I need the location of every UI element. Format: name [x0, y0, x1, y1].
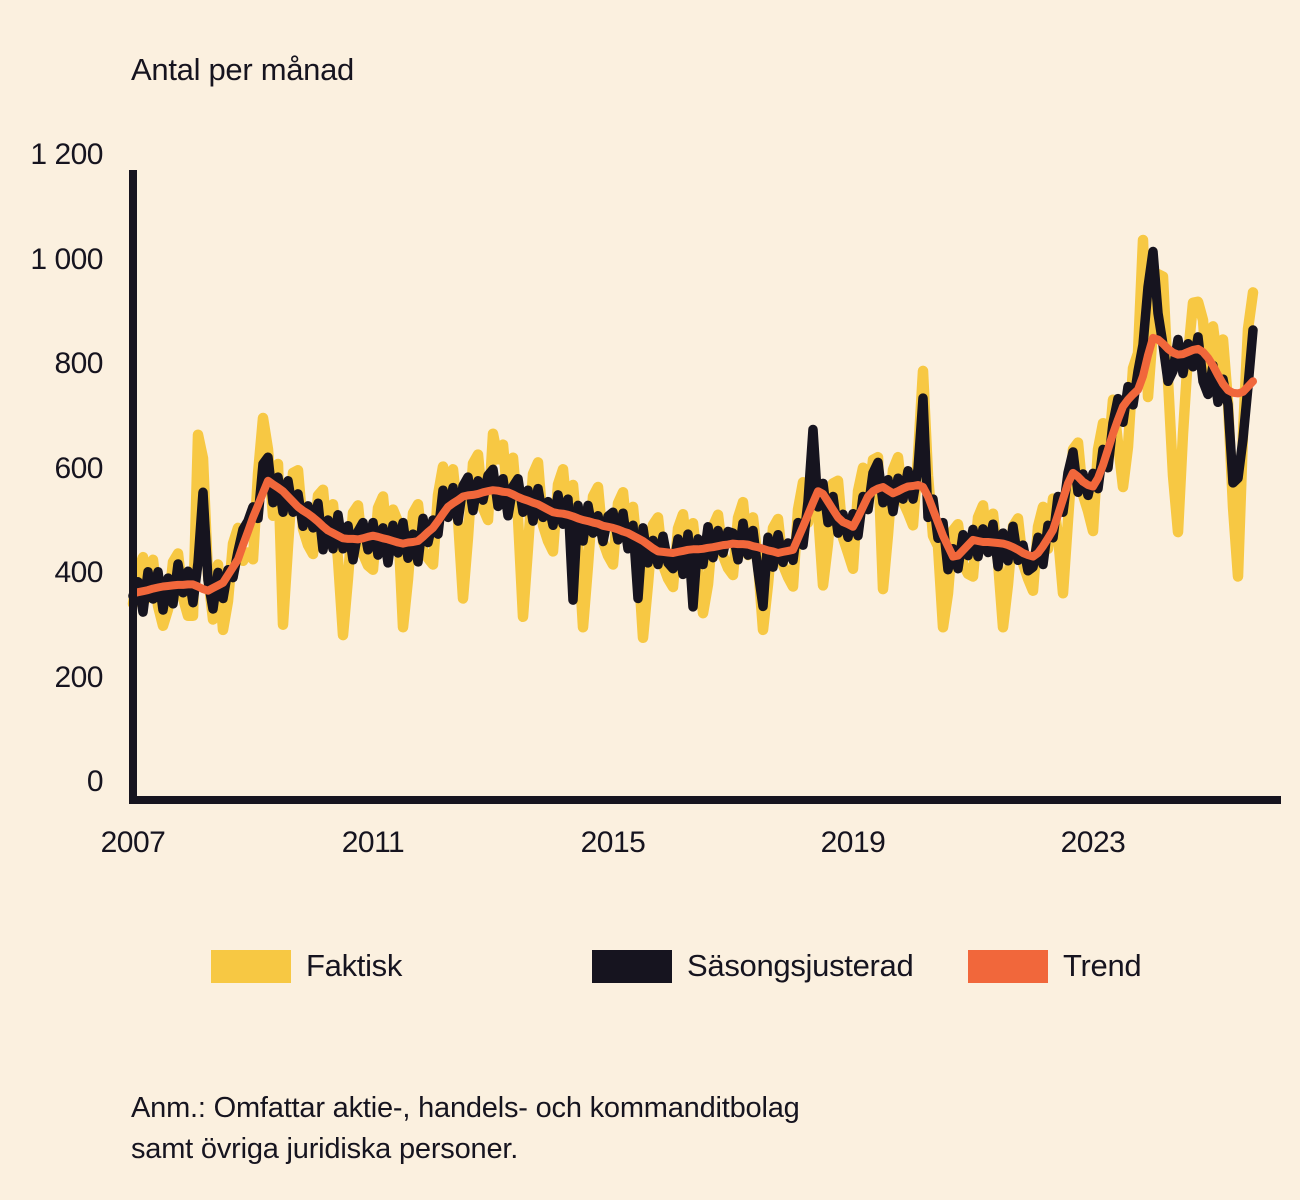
- x-axis-tick-label: 2011: [341, 826, 405, 859]
- legend-swatch-sasongsjusterad: [592, 949, 672, 983]
- chart-title: Antal per månad: [131, 52, 354, 87]
- footnote-line-1: Anm.: Omfattar aktie-, handels- och komm…: [131, 1092, 800, 1124]
- series-line-sasongsjusterad: [128, 246, 1258, 617]
- legend: Faktisk Säsongsjusterad Trend: [0, 948, 1300, 988]
- legend-swatch-trend: [968, 949, 1048, 983]
- footnote-line-2: samt övriga juridiska personer.: [131, 1133, 519, 1165]
- legend-item-trend: Trend: [968, 948, 1142, 984]
- y-axis-tick-label: 200: [54, 661, 103, 694]
- y-axis-tick-label: 1 000: [30, 243, 103, 276]
- y-axis-tick-label: 600: [54, 452, 103, 485]
- legend-label-faktisk: Faktisk: [306, 948, 403, 983]
- y-axis-tick-label: 0: [86, 765, 104, 798]
- series-line-faktisk: [127, 234, 1259, 644]
- series-lines: [127, 234, 1259, 644]
- x-axis-tick-label: 2007: [100, 826, 166, 859]
- x-axis-tick-label: 2023: [1060, 826, 1126, 859]
- y-axis-tick-label: 1 200: [30, 138, 103, 171]
- legend-item-faktisk: Faktisk: [211, 948, 402, 984]
- legend-label-sasongsjusterad: Säsongsjusterad: [687, 948, 914, 983]
- series-line-trend: [129, 333, 1257, 598]
- legend-item-sasongsjusterad: Säsongsjusterad: [592, 948, 914, 984]
- footnote: Anm.: Omfattar aktie-, handels- och komm…: [131, 1088, 800, 1170]
- legend-swatch-faktisk: [211, 949, 291, 983]
- y-axis-tick-label: 400: [54, 556, 103, 589]
- x-axis-tick-label: 2019: [820, 826, 886, 859]
- x-axis-tick-label: 2015: [580, 826, 646, 859]
- legend-label-trend: Trend: [1063, 948, 1142, 983]
- y-axis-tick-label: 800: [54, 347, 103, 380]
